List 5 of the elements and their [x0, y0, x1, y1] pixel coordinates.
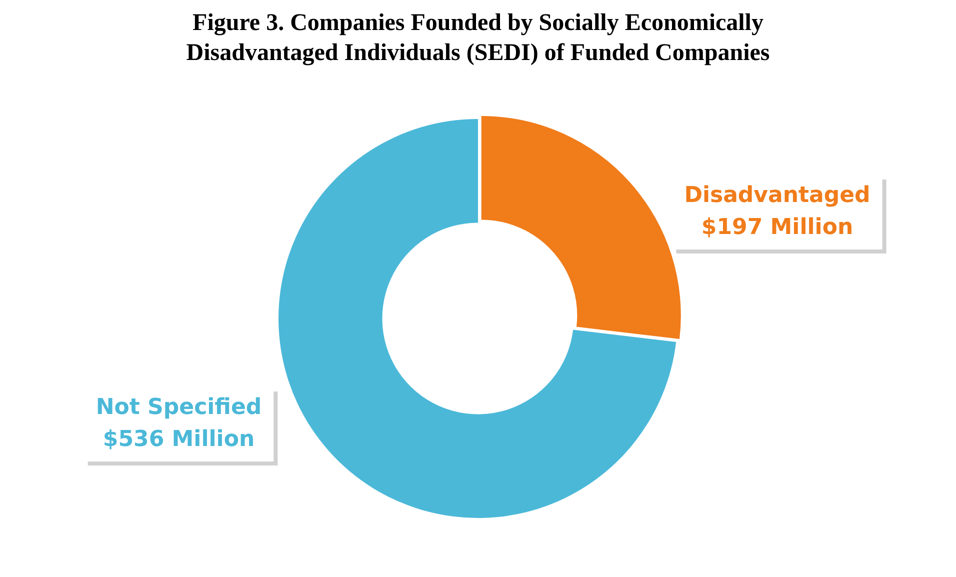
chart-title: Figure 3. Companies Founded by Socially Economically Disadvantaged Individuals (SEDI) of Funded Companies [185, 9, 771, 68]
data-label: $536 Million [102, 427, 255, 452]
slice-label: Not Specified [96, 395, 262, 420]
slice-label: Disadvantaged [684, 183, 870, 208]
data-label: $197 Million [701, 215, 854, 240]
